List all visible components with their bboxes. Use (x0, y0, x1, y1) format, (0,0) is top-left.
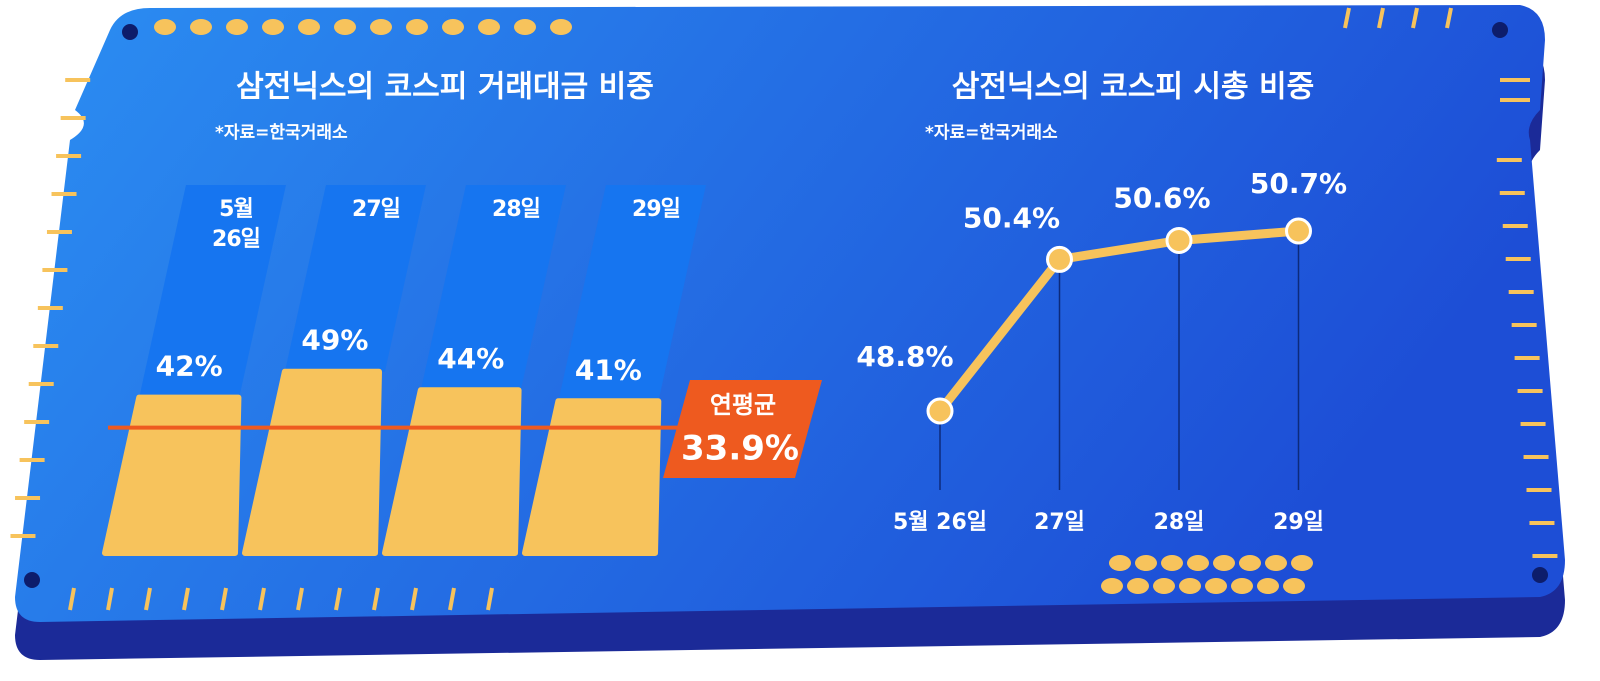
pad (1127, 578, 1149, 594)
x-tick-label: 28일 (492, 197, 541, 222)
pad (1291, 555, 1313, 571)
column-bg (420, 185, 566, 391)
screw (122, 24, 138, 40)
value-label: 44% (437, 342, 504, 375)
pin (486, 587, 494, 611)
value-label: 42% (156, 350, 223, 383)
average-label: 연평균 (710, 391, 776, 419)
pad (1187, 555, 1209, 571)
screw (24, 572, 40, 588)
pad (406, 19, 428, 35)
average-box (663, 380, 822, 478)
value-label: 50.6% (1113, 181, 1210, 214)
bar (102, 394, 242, 556)
pin (220, 587, 228, 611)
pad (262, 19, 284, 35)
category-box: 29일 (632, 197, 681, 222)
pin (258, 587, 266, 611)
pad (190, 19, 212, 35)
pad (1231, 578, 1253, 594)
value-label: 50.7% (1250, 167, 1347, 200)
point (1046, 245, 1073, 273)
point (1165, 226, 1193, 254)
line (936, 226, 1299, 414)
pin (334, 587, 342, 611)
screw (1532, 567, 1548, 583)
pad (1179, 578, 1201, 594)
pin (1343, 7, 1351, 29)
pad (226, 19, 248, 35)
pad (1109, 555, 1131, 571)
category-box: 5월 26일 (212, 197, 261, 252)
average-value: 33.9% (681, 429, 799, 469)
source: *자료=한국거래소 (925, 123, 1058, 143)
point (1285, 217, 1312, 245)
pad (514, 19, 536, 35)
x-tick-label: 29일 (632, 197, 681, 222)
category-box: 28일 (492, 197, 541, 222)
column-bg (284, 185, 426, 372)
chart-title: 삼전닉스의 코스피 시총 비중 (952, 70, 1315, 105)
pin (410, 587, 418, 611)
pad (1153, 578, 1175, 594)
pad (1135, 555, 1157, 571)
value-label: 50.4% (963, 201, 1060, 234)
chart-title: 삼전닉스의 코스피 거래대금 비중 (236, 70, 654, 105)
pin (372, 587, 380, 611)
x-tick-label: 5월 26일 (893, 510, 987, 535)
x-tick-label: 28일 (1154, 510, 1205, 535)
x-tick-label: 27일 (352, 197, 401, 222)
x-tick-label: 5월 26일 (212, 197, 261, 252)
pad (1239, 555, 1261, 571)
pad (1265, 555, 1287, 571)
value-label: 48.8% (856, 340, 953, 373)
column-bg (558, 185, 706, 402)
bar (382, 387, 522, 556)
bar (242, 368, 382, 556)
pin (106, 587, 114, 611)
pad (298, 19, 320, 35)
pad (370, 19, 392, 35)
pin (1411, 7, 1419, 29)
decoration (10, 7, 1558, 611)
pad (1283, 578, 1305, 594)
pad (154, 19, 176, 35)
bar (522, 398, 662, 556)
value-label: 41% (575, 353, 642, 386)
pin (448, 587, 456, 611)
pad (1213, 555, 1235, 571)
x-tick-label: 27일 (1034, 510, 1085, 535)
point (926, 397, 954, 425)
screw (1492, 22, 1508, 38)
source: *자료=한국거래소 (215, 123, 348, 143)
x-tick-label: 29일 (1273, 510, 1324, 535)
pad (334, 19, 356, 35)
category-box: 27일 (352, 197, 401, 222)
pin (296, 587, 304, 611)
pin (1445, 7, 1453, 29)
pad (1257, 578, 1279, 594)
value-label: 49% (301, 324, 368, 357)
pad (442, 19, 464, 35)
pad (1101, 578, 1123, 594)
pad (1161, 555, 1183, 571)
pin (182, 587, 190, 611)
pin (68, 587, 76, 611)
pad (550, 19, 572, 35)
pin (1377, 7, 1385, 29)
pin (144, 587, 152, 611)
column-bg (139, 185, 286, 398)
pad (1205, 578, 1227, 594)
pad (478, 19, 500, 35)
